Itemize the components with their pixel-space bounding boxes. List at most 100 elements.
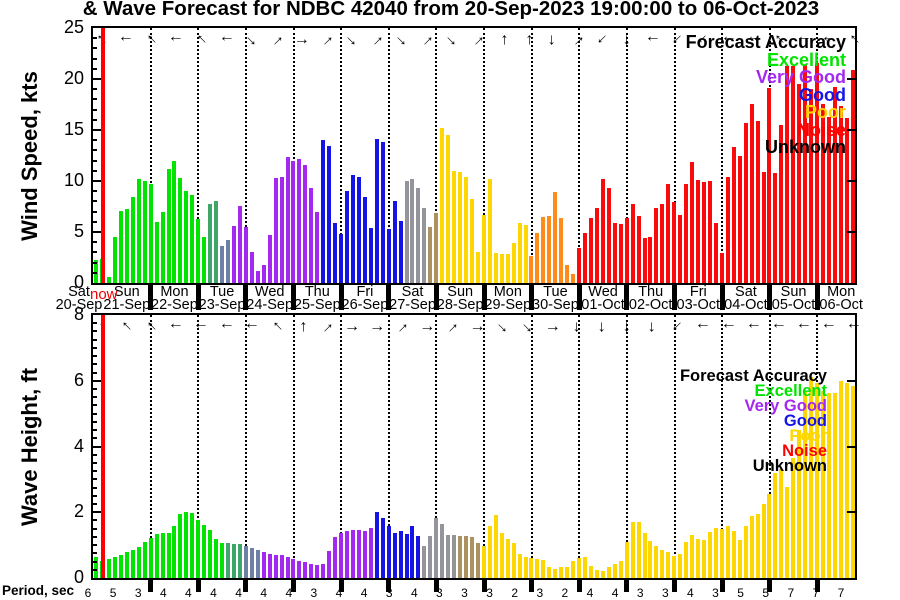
y-minor-tick (93, 231, 97, 233)
wave-bar (755, 514, 760, 578)
wind-bar (600, 179, 605, 283)
wave-bar (118, 555, 123, 578)
day-gridline (387, 28, 390, 283)
wave-bar (315, 565, 320, 578)
day-gridline (435, 28, 438, 283)
day-label: Sat 27-Sep (389, 284, 436, 313)
day-boundary-tick (529, 284, 535, 310)
y-minor-tick (93, 544, 97, 546)
period-value: 4 (159, 586, 167, 600)
wind-bar (541, 217, 546, 283)
wave-bar (838, 381, 843, 578)
direction-arrow: → (645, 319, 663, 335)
y-minor-tick (93, 454, 97, 456)
wave-bar (237, 544, 242, 578)
wind-bar (202, 237, 207, 283)
wave-bar (547, 567, 552, 578)
legend-entry: Excellent (766, 49, 846, 70)
period-value: 3 (461, 586, 468, 600)
wave-bar (226, 543, 230, 578)
wind-bar (226, 240, 230, 283)
direction-arrow: → (544, 318, 561, 335)
y-minor-tick (93, 470, 97, 472)
wind-bar (815, 63, 820, 283)
direction-arrow: → (139, 28, 163, 53)
direction-arrow: → (243, 319, 260, 336)
wind-bar (511, 243, 516, 283)
direction-arrow: → (820, 319, 837, 336)
wave-bar (178, 514, 183, 578)
wind-bar (553, 192, 558, 283)
wind-bar (713, 223, 718, 283)
day-gridline (387, 315, 390, 578)
y-major-tick (93, 380, 101, 382)
wave-bar (600, 571, 605, 578)
day-gridline (149, 315, 152, 578)
wind-bar (285, 157, 290, 283)
day-boundary-tick (576, 284, 582, 310)
y-minor-tick (93, 330, 97, 332)
y-minor-tick (93, 355, 97, 357)
wave-bar (565, 567, 570, 578)
wave-bar (725, 526, 730, 578)
wind-bar (773, 173, 778, 283)
day-label: Tue 30-Sep (532, 284, 579, 313)
wave-bar (190, 513, 195, 578)
y-minor-tick (93, 211, 97, 213)
wind-bar (493, 253, 498, 283)
day-label: Wed 01-Oct (581, 284, 625, 313)
wave-height-chart: Forecast Accuracy Excellent Very Good Good… (91, 313, 862, 580)
day-gridline (625, 315, 628, 578)
period-value: 4 (687, 586, 694, 600)
wind-bar (588, 218, 593, 283)
wind-bar (422, 208, 427, 283)
wave-bar (321, 564, 326, 578)
wave-bar (309, 564, 314, 578)
wind-bar (624, 218, 629, 283)
day-boundary-tick (814, 580, 820, 592)
wind-bar (826, 117, 831, 283)
direction-arrow: → (491, 314, 515, 339)
wave-bar (214, 539, 219, 578)
wind-bar (303, 165, 308, 283)
wind-bar (380, 142, 385, 283)
wind-bar (154, 222, 159, 283)
wave-bar (690, 535, 695, 578)
day-boundary-tick (672, 284, 677, 310)
y-minor-tick (93, 569, 97, 571)
wind-bar (333, 223, 338, 283)
wave-bar (553, 569, 558, 578)
wave-bar (743, 526, 748, 578)
wind-bar (660, 204, 665, 283)
wind-bar (535, 233, 540, 283)
day-gridline (149, 28, 152, 283)
wind-bar (273, 178, 278, 283)
y-tick-label: 5 (73, 221, 84, 241)
wind-bar (452, 171, 457, 283)
wave-bar (493, 515, 498, 578)
y-tick-label: 10 (63, 170, 84, 190)
direction-arrow: → (620, 319, 638, 335)
y-minor-tick (93, 413, 97, 415)
wind-bar (821, 104, 825, 283)
figure-title: & Wave Forecast for NDBC 42040 from 20-S… (82, 0, 820, 20)
wind-bar (404, 181, 409, 283)
wind-bar (136, 179, 141, 283)
wave-bar (636, 522, 641, 578)
wind-bar (719, 253, 724, 283)
wave-bar (630, 522, 635, 578)
y-minor-tick (93, 552, 97, 554)
direction-arrow: → (293, 31, 310, 48)
wind-bar (93, 260, 98, 283)
period-value: 2 (511, 586, 519, 600)
day-label: Sun 05-Oct (771, 284, 816, 313)
period-value: 3 (712, 586, 719, 600)
period-value: 7 (787, 586, 795, 600)
wind-bar (583, 233, 587, 283)
day-gridline (578, 315, 581, 578)
legend-entry: Unknown (752, 457, 827, 475)
y-minor-tick (93, 396, 97, 398)
direction-arrow: → (340, 27, 365, 52)
wind-bar (458, 172, 463, 283)
wave-bar (297, 561, 302, 578)
